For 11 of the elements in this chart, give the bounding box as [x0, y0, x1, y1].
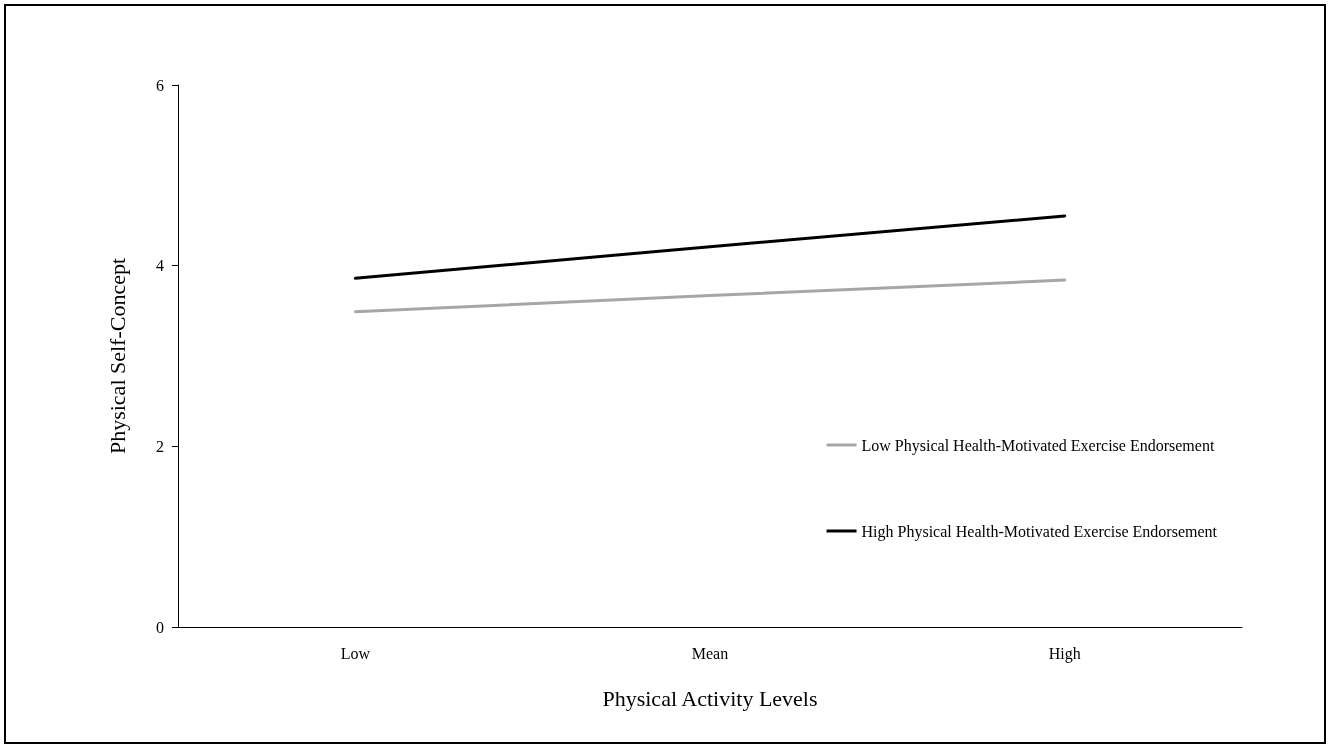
y-tick-label: 6: [156, 76, 164, 94]
legend-label: High Physical Health-Motivated Exercise Endorsement: [861, 522, 1218, 541]
legend-label: Low Physical Health-Motivated Exercise Endorsement: [861, 436, 1215, 455]
x-axis-title: Physical Activity Levels: [602, 685, 818, 711]
y-tick-label: 4: [156, 257, 164, 275]
x-tick-label: Mean: [691, 644, 729, 662]
x-tick-label: High: [1048, 644, 1081, 663]
y-tick-label: 0: [156, 618, 164, 636]
x-tick-label: Low: [340, 644, 371, 662]
y-tick-label: 2: [156, 437, 164, 455]
y-axis-title: Physical Self-Concept: [104, 257, 130, 455]
